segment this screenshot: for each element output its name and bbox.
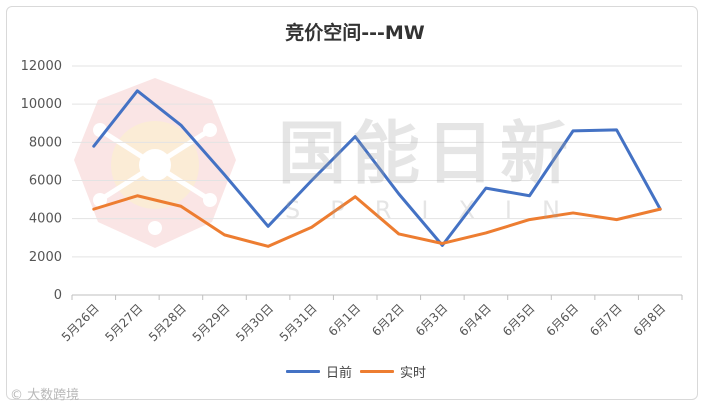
y-tick-label: 6000 xyxy=(29,174,62,189)
series-lines xyxy=(92,89,662,248)
x-tick-label: 5月31日 xyxy=(277,301,320,344)
x-tick-label: 6月3日 xyxy=(413,301,451,339)
y-tick-label: 2000 xyxy=(29,250,62,265)
x-tick-label: 6月2日 xyxy=(369,301,407,339)
x-tick-label: 6月1日 xyxy=(326,301,364,339)
legend-item-day-ahead: 日前 xyxy=(286,362,352,381)
x-tick-label: 5月26日 xyxy=(59,301,102,344)
legend-swatch xyxy=(360,370,394,373)
footer-watermark-text: 大数跨境 xyxy=(27,388,80,403)
x-axis-ticks: 5月26日 5月27日 5月28日 5月29日 5月30日 5月31日 6月1日 6月2日 6月… xyxy=(59,295,683,344)
x-tick-label: 6月8日 xyxy=(631,301,669,339)
x-tick-label: 6月4日 xyxy=(456,301,494,339)
x-tick-label: 5月27日 xyxy=(102,301,145,344)
grid-lines xyxy=(72,65,682,296)
y-tick-label: 12000 xyxy=(21,59,62,74)
legend-label: 实时 xyxy=(400,366,427,381)
watermark-sub-text: SPRIXIN xyxy=(285,196,590,224)
x-tick-label: 5月29日 xyxy=(190,301,233,344)
y-axis-ticks: 0 2000 4000 6000 8000 10000 12000 xyxy=(21,59,62,303)
x-tick-label: 6月5日 xyxy=(500,301,538,339)
legend-label: 日前 xyxy=(326,366,353,381)
x-tick-label: 5月28日 xyxy=(146,301,189,344)
legend: 日前 实时 xyxy=(0,362,710,382)
chart-frame xyxy=(6,6,698,400)
x-tick-label: 6月6日 xyxy=(544,301,582,339)
footer-watermark: © 大数跨境 xyxy=(10,388,80,403)
legend-item-realtime: 实时 xyxy=(360,362,426,381)
y-tick-label: 8000 xyxy=(29,135,62,150)
y-tick-label: 4000 xyxy=(29,212,62,227)
x-tick-label: 5月30日 xyxy=(233,301,276,344)
watermark-main-text: 国能日新 xyxy=(278,115,575,194)
series-line-1 xyxy=(92,194,662,248)
chart-title: 竞价空间---MW xyxy=(285,22,425,44)
series-line-0 xyxy=(92,89,662,247)
y-tick-label: 10000 xyxy=(21,97,62,112)
legend-swatch xyxy=(286,370,320,373)
y-tick-label: 0 xyxy=(54,288,62,303)
x-tick-label: 6月7日 xyxy=(587,301,625,339)
